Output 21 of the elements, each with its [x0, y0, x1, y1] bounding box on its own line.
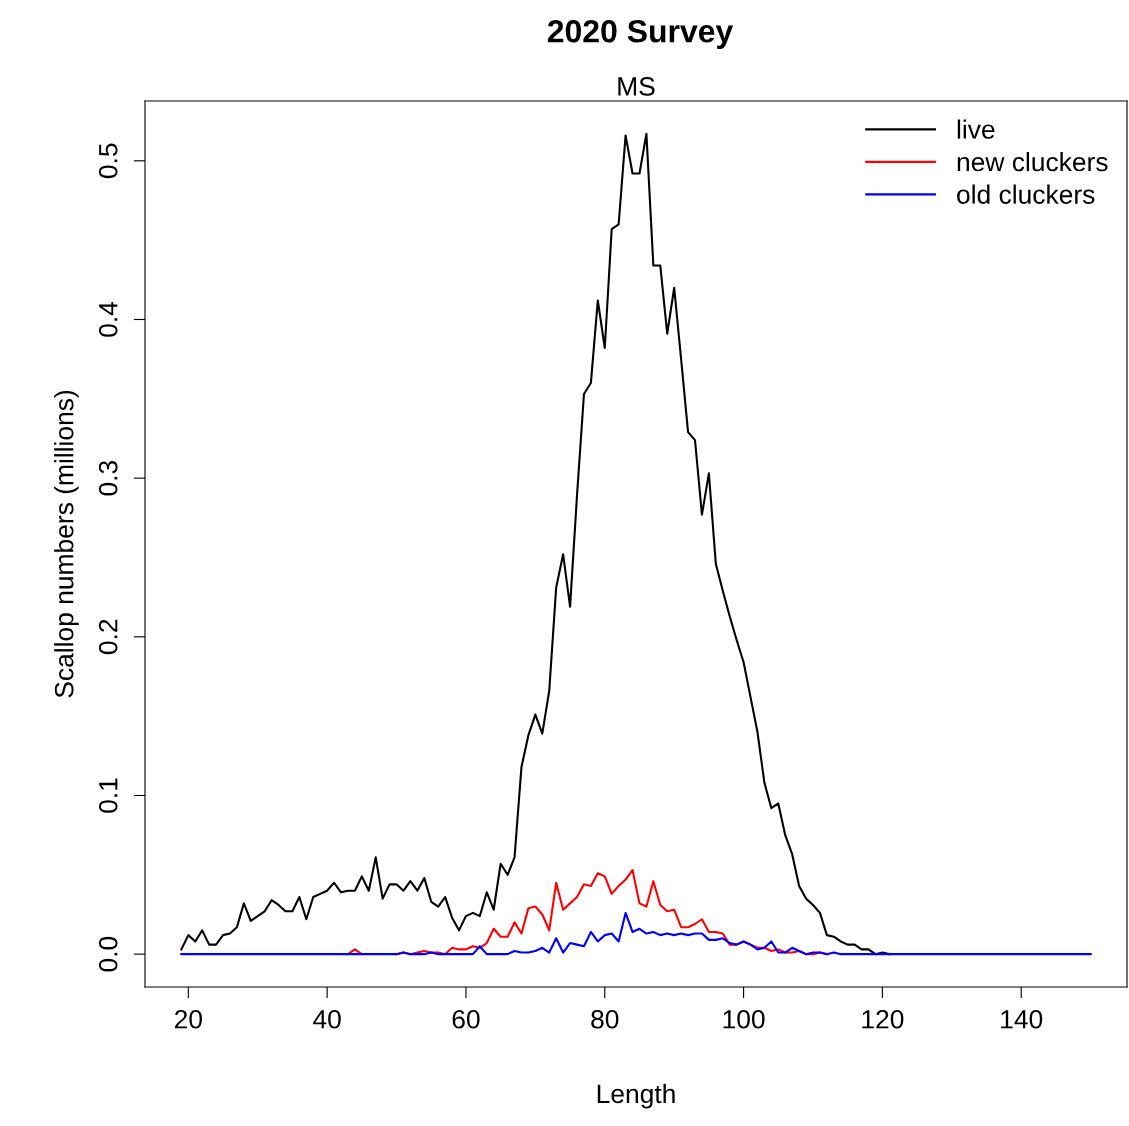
x-tick-label: 140: [1001, 1009, 1043, 1029]
x-tick-label: 60: [452, 1009, 480, 1029]
chart-subtitle: MS: [618, 77, 655, 96]
legend-label: live: [957, 119, 995, 139]
x-tick-label: 80: [591, 1009, 619, 1029]
y-tick-label: 0.3: [98, 460, 118, 496]
legend-label: old cluckers: [957, 184, 1095, 204]
y-tick-label: 0.4: [98, 301, 118, 337]
y-tick-label: 0.0: [98, 936, 118, 972]
y-axis-title: Scallop numbers (millions): [54, 390, 79, 698]
chart-title: 2020 Survey: [547, 19, 734, 49]
y-tick-label: 0.2: [98, 619, 118, 655]
line-series: [180, 911, 1092, 956]
legend-label: new cluckers: [957, 151, 1108, 172]
x-axis-title: Length: [597, 1083, 675, 1109]
x-tick-label: 40: [313, 1009, 341, 1029]
y-tick-label: 0.5: [98, 143, 118, 179]
x-tick-label: 100: [723, 1009, 765, 1029]
x-tick-label: 120: [862, 1009, 904, 1029]
x-tick-label: 20: [174, 1009, 202, 1029]
y-tick-label: 0.1: [98, 778, 118, 813]
